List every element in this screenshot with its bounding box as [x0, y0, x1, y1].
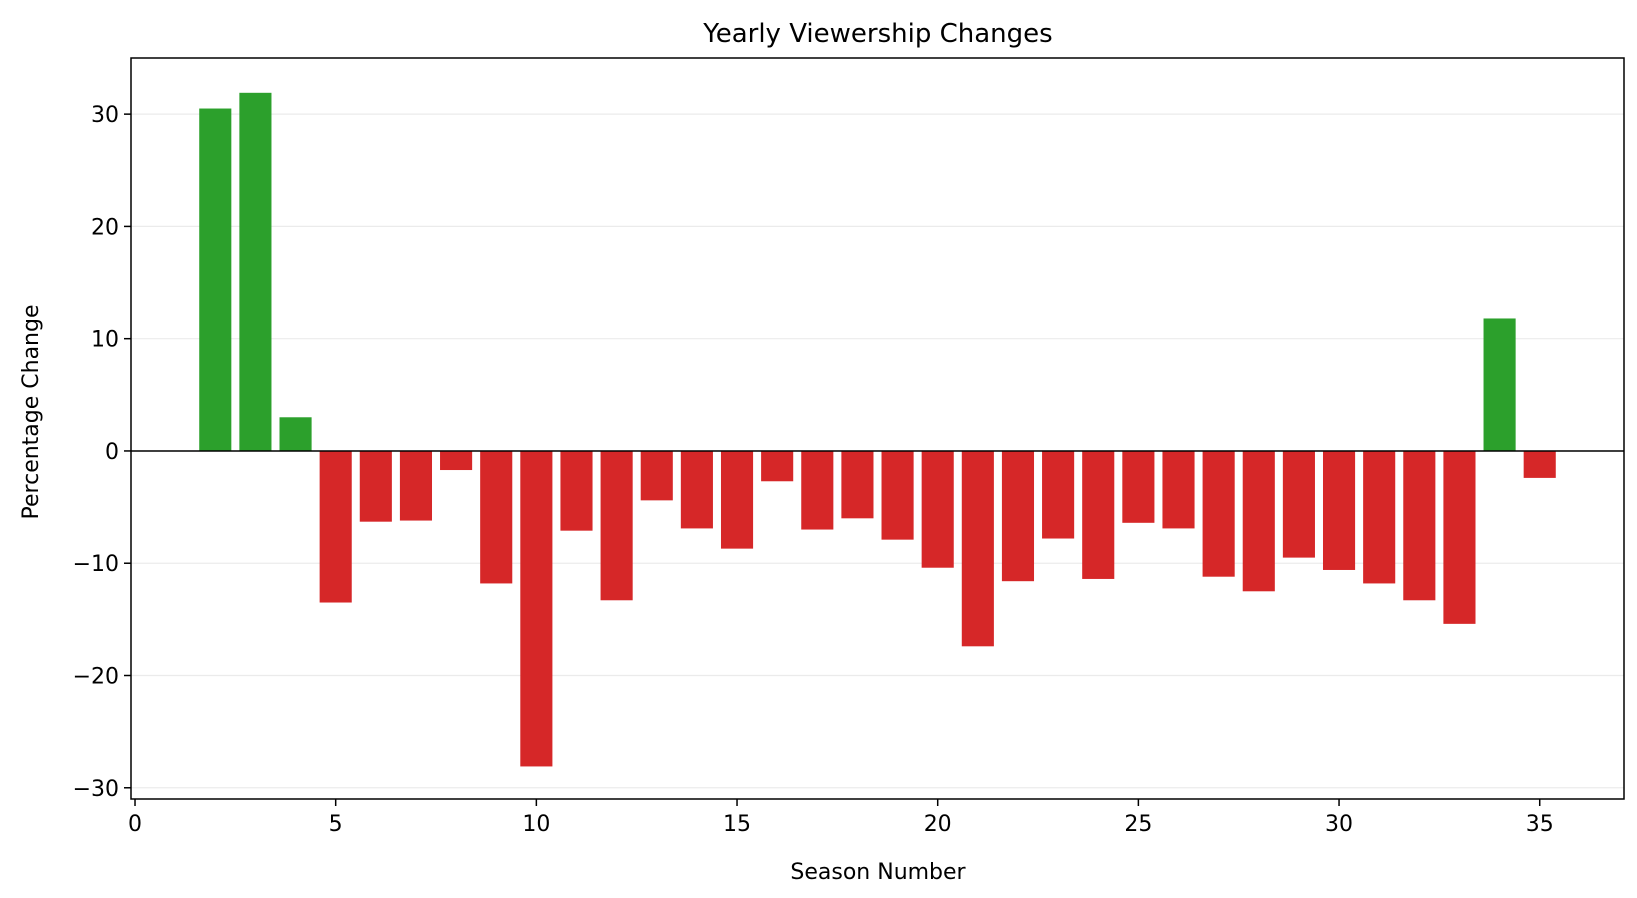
- x-tick-label: 15: [723, 812, 751, 837]
- bar-season-33: [1443, 450, 1476, 624]
- bar-season-35: [1523, 450, 1556, 478]
- y-tick-label: −30: [73, 777, 119, 802]
- bar-season-4: [279, 417, 312, 451]
- bar-season-5: [319, 450, 352, 603]
- bar-season-12: [600, 450, 633, 601]
- x-tick-label: 10: [522, 812, 550, 837]
- x-tick-label: 0: [128, 812, 142, 837]
- x-tick-label: 25: [1124, 812, 1152, 837]
- y-tick-label: 10: [91, 328, 119, 353]
- bar-season-2: [199, 108, 232, 451]
- chart-title: Yearly Viewership Changes: [702, 19, 1052, 49]
- bar-season-29: [1282, 450, 1315, 558]
- y-tick-label: −10: [73, 552, 119, 577]
- bar-season-7: [399, 450, 433, 521]
- bars: [199, 92, 1556, 767]
- y-axis-ticks: −30 −20 −10 0 10 20 30: [73, 103, 131, 802]
- bar-season-16: [761, 450, 794, 482]
- x-tick-label: 5: [329, 812, 343, 837]
- bar-season-25: [1122, 450, 1155, 523]
- bar-season-8: [440, 450, 473, 471]
- bar-season-11: [560, 450, 593, 531]
- y-tick-label: 20: [91, 215, 119, 240]
- bar-season-3: [239, 92, 272, 451]
- bar-season-23: [1042, 450, 1075, 539]
- y-tick-label: −20: [73, 665, 119, 690]
- bar-season-21: [961, 450, 994, 647]
- bar-season-22: [1001, 450, 1035, 582]
- bar-season-30: [1322, 450, 1356, 570]
- bar-season-6: [359, 450, 392, 522]
- x-tick-label: 20: [924, 812, 952, 837]
- x-axis-label: Season Number: [790, 860, 966, 885]
- bar-season-27: [1202, 450, 1235, 577]
- bar-season-14: [680, 450, 713, 529]
- bar-season-17: [801, 450, 834, 530]
- bar-season-15: [720, 450, 754, 549]
- bar-season-24: [1082, 450, 1115, 579]
- x-tick-label: 30: [1325, 812, 1353, 837]
- bar-season-9: [480, 450, 513, 584]
- y-axis-label: Percentage Change: [19, 305, 44, 520]
- x-tick-label: 35: [1526, 812, 1554, 837]
- bar-season-20: [921, 450, 954, 568]
- bar-season-34: [1483, 318, 1516, 451]
- bar-season-19: [881, 450, 914, 540]
- bar-season-32: [1403, 450, 1436, 601]
- y-tick-label: 30: [91, 103, 119, 128]
- bar-season-18: [841, 450, 874, 519]
- plot-frame: [130, 57, 1625, 800]
- bar-season-28: [1242, 450, 1275, 592]
- bar-season-10: [520, 450, 553, 767]
- x-axis-ticks: 0 5 10 15 20 25 30 35: [128, 799, 1554, 837]
- y-tick-label: 0: [105, 440, 119, 465]
- bar-season-26: [1162, 450, 1195, 529]
- bar-season-31: [1363, 450, 1396, 584]
- bar-season-13: [640, 450, 673, 501]
